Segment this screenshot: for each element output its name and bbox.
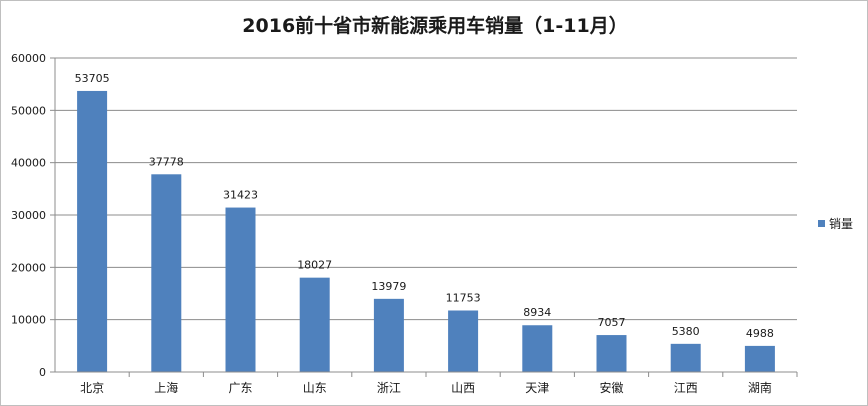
bar <box>299 277 330 372</box>
data-label: 11753 <box>446 291 481 304</box>
bar <box>596 335 627 372</box>
y-tick-label: 60000 <box>11 52 46 65</box>
y-tick-label: 20000 <box>11 261 46 274</box>
bar <box>522 325 553 372</box>
bar <box>744 345 775 372</box>
bar <box>448 310 479 372</box>
chart-title: 2016前十省市新能源乘用车销量（1-11月） <box>242 15 628 37</box>
bar <box>670 343 701 372</box>
data-label: 18027 <box>297 259 332 272</box>
x-tick-label: 浙江 <box>377 381 401 395</box>
bar <box>225 207 256 372</box>
y-tick-label: 0 <box>39 366 46 379</box>
x-tick-label: 山东 <box>303 381 327 395</box>
x-tick-label: 山西 <box>451 381 475 395</box>
y-tick-label: 10000 <box>11 314 46 327</box>
x-tick-label: 上海 <box>154 380 178 395</box>
bar <box>373 298 404 372</box>
data-label: 37778 <box>149 155 184 168</box>
y-tick-label: 50000 <box>11 104 46 117</box>
bar <box>151 174 182 372</box>
data-label: 4988 <box>746 327 774 340</box>
x-tick-label: 江西 <box>674 381 698 395</box>
y-tick-label: 40000 <box>11 157 46 170</box>
x-tick-label: 广东 <box>228 381 252 395</box>
y-tick-label: 30000 <box>11 209 46 222</box>
x-tick-label: 天津 <box>525 381 549 395</box>
x-tick-label: 安徽 <box>599 380 623 395</box>
legend-swatch <box>818 220 825 227</box>
data-label: 7057 <box>598 316 626 329</box>
data-label: 53705 <box>75 72 110 85</box>
data-label: 8934 <box>523 306 551 319</box>
data-label: 31423 <box>223 189 258 202</box>
x-tick-label: 湖南 <box>748 380 772 395</box>
legend-label: 销量 <box>829 217 853 231</box>
data-label: 13979 <box>371 280 406 293</box>
x-tick-label: 北京 <box>80 381 104 395</box>
bar <box>77 90 108 372</box>
data-label: 5380 <box>672 325 700 338</box>
